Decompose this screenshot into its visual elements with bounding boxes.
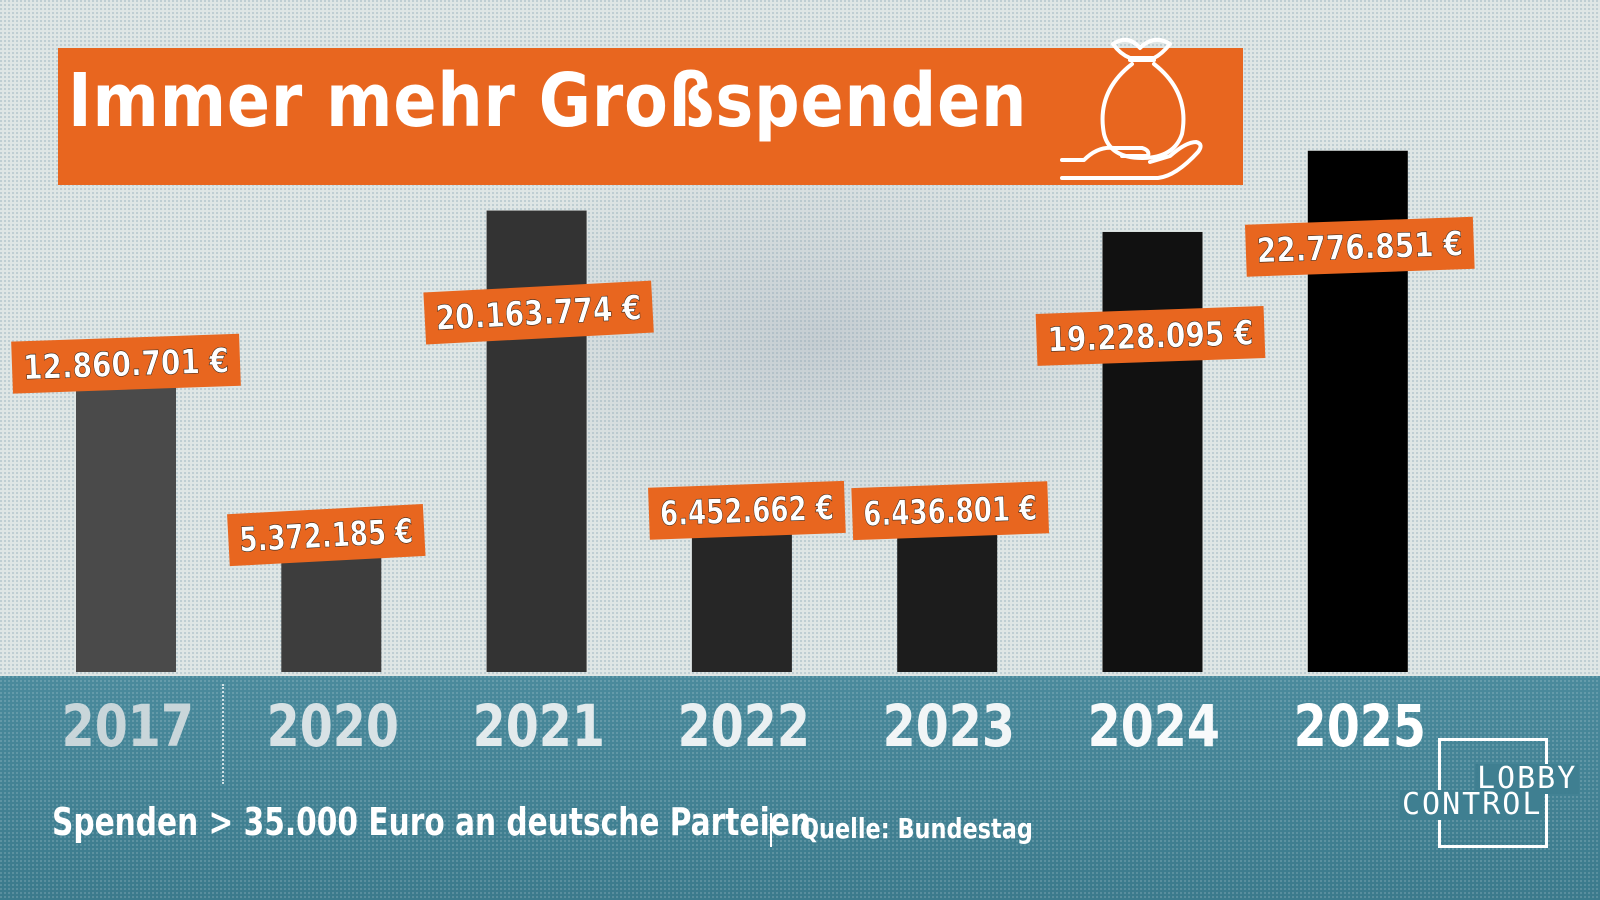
logo-text-lobby: LOBBY (1475, 761, 1580, 796)
source-note: Quelle: Bundestag (800, 812, 1033, 845)
data-label-text: 5.372.185 € (238, 512, 414, 561)
bar-2024 (1102, 231, 1203, 672)
bar-2021 (486, 210, 587, 672)
x-tick-label-2020: 2020 (266, 692, 399, 760)
data-label-bg (1244, 216, 1475, 277)
data-label-text: 19.228.095 € (1047, 313, 1254, 360)
x-tick-label-2024: 2024 (1087, 692, 1220, 760)
title-banner (58, 48, 1243, 185)
data-label-text: 6.452.662 € (659, 488, 834, 534)
data-label-2017: 12.860.701 € (11, 333, 241, 394)
data-label-text: 22.776.851 € (1256, 224, 1463, 271)
x-tick-label-2025: 2025 (1293, 692, 1426, 760)
bar-2023 (897, 524, 998, 672)
x-tick-label-2021: 2021 (472, 692, 605, 760)
bottom-band (0, 676, 1600, 900)
data-label-bg (11, 333, 241, 394)
data-label-2020: 5.372.185 € (227, 503, 426, 567)
data-label-text: 6.436.801 € (863, 489, 1038, 535)
data-label-bg (423, 280, 654, 345)
axis-break-divider (222, 684, 224, 784)
logo-text-control: CONTROL (1400, 787, 1545, 822)
data-label-2021: 20.163.774 € (423, 280, 654, 345)
data-label-2022: 6.452.662 € (648, 480, 846, 540)
page-title: Immer mehr Großspenden (68, 58, 1028, 144)
bar-2022 (691, 524, 792, 672)
data-label-bg (851, 481, 1050, 541)
x-tick-label-2023: 2023 (882, 692, 1015, 760)
x-tick-label-2022: 2022 (677, 692, 810, 760)
data-label-bg (227, 503, 426, 567)
bar-2020 (281, 549, 382, 672)
footer-separator: | (770, 813, 772, 847)
chart-subtitle: Spenden > 35.000 Euro an deutsche Partei… (52, 800, 811, 844)
data-label-2023: 6.436.801 € (851, 481, 1050, 541)
data-label-text: 12.860.701 € (22, 341, 229, 388)
money-bag-hand-icon (1060, 37, 1203, 180)
bar-2017 (76, 377, 176, 672)
data-label-bg (648, 480, 846, 540)
data-label-bg (1035, 306, 1266, 366)
x-tick-label-2017: 2017 (61, 692, 194, 760)
data-label-2024: 19.228.095 € (1035, 306, 1266, 366)
data-label-2025: 22.776.851 € (1244, 216, 1475, 277)
